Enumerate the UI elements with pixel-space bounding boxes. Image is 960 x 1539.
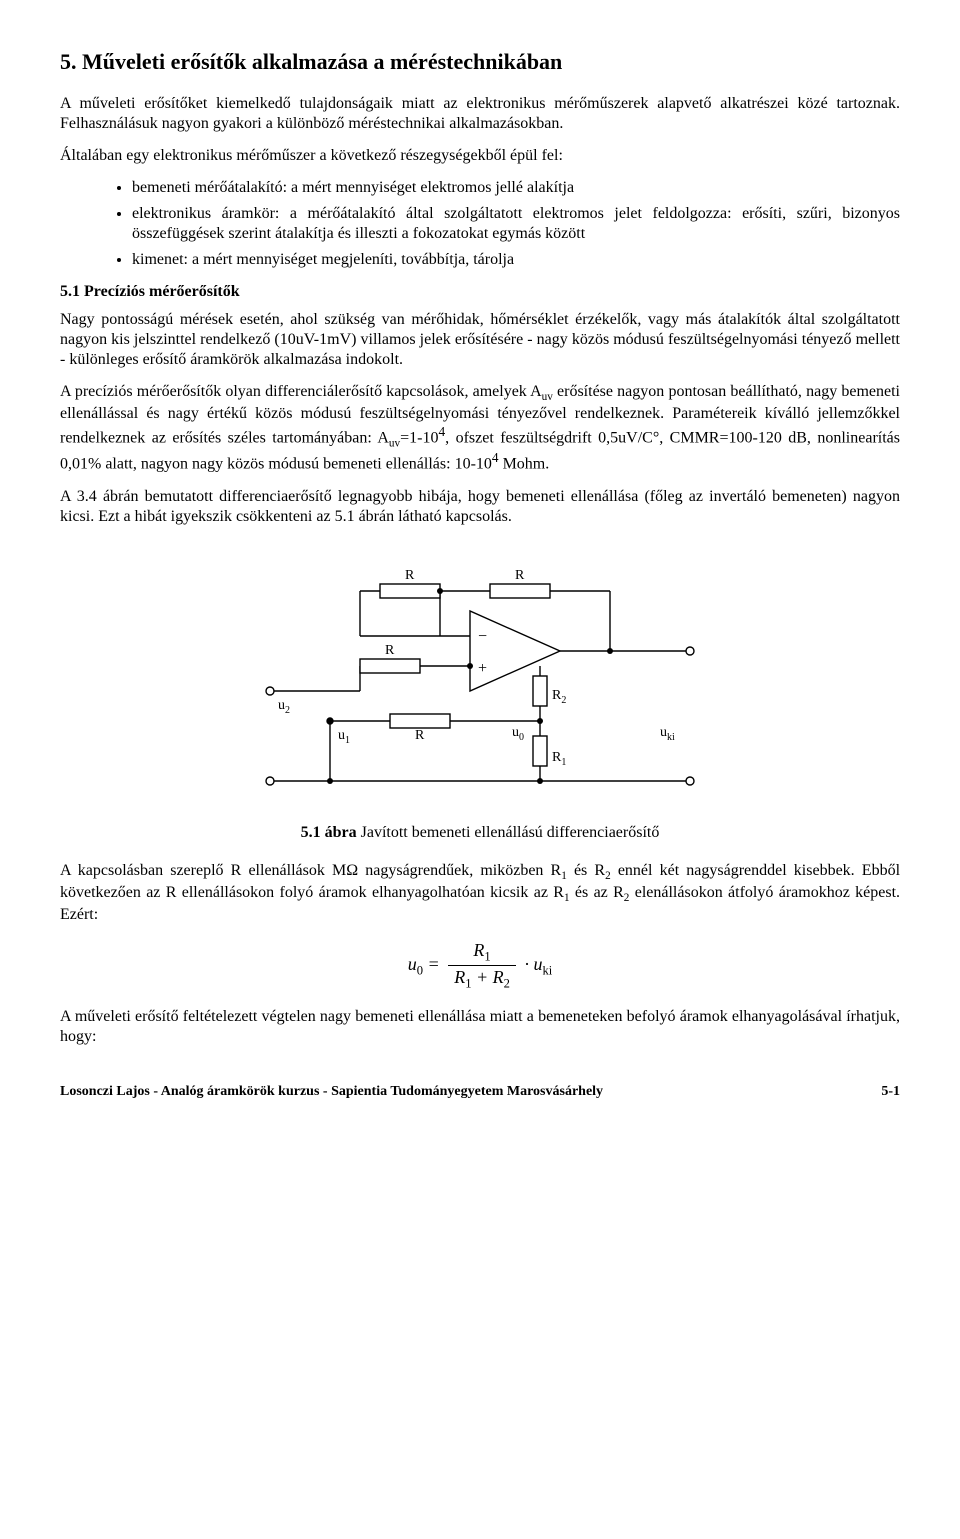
label-r1: R1 [552, 750, 566, 768]
figure-caption: 5.1 ábra Javított bemeneti ellenállású d… [301, 823, 660, 843]
opamp-minus: − [478, 628, 487, 645]
footer-left: Losonczi Lajos - Analóg áramkörök kurzus… [60, 1083, 603, 1101]
label-r2: R2 [552, 688, 566, 706]
section-heading: 5.1 Precíziós mérőerősítők [60, 282, 900, 302]
text-run: =1-10 [400, 429, 438, 446]
page-title: 5. Műveleti erősítők alkalmazása a mérés… [60, 48, 900, 76]
footer-page-number: 5-1 [881, 1083, 900, 1101]
label-u0: u0 [512, 725, 524, 743]
text-run: A precíziós mérőerősítők olyan differenc… [60, 383, 542, 400]
circuit-figure: R R R R R2 R1 u2 u1 u0 uki − + 5.1 ábra … [60, 551, 900, 843]
page-footer: Losonczi Lajos - Analóg áramkörök kurzus… [60, 1083, 900, 1101]
paragraph: A kapcsolásban szereplő R ellenállások M… [60, 861, 900, 925]
formula-rhs: uki [533, 954, 552, 974]
text-run: Mohm. [499, 456, 550, 473]
text-run: A kapcsolásban szereplő R ellenállások M… [60, 862, 561, 879]
list-item: elektronikus áramkör: a mérőátalakító ál… [132, 204, 900, 244]
label-r: R [515, 568, 525, 583]
paragraph: Nagy pontosságú mérések esetén, ahol szü… [60, 310, 900, 370]
label-u1: u1 [338, 728, 350, 746]
formula-lhs: u0 [408, 954, 423, 974]
caption-text: Javított bemeneti ellenállású differenci… [361, 824, 660, 841]
paragraph: A műveleti erősítő feltételezett végtele… [60, 1007, 900, 1047]
label-u2: u2 [278, 698, 290, 716]
paragraph: Általában egy elektronikus mérőműszer a … [60, 146, 900, 166]
paragraph: A műveleti erősítőket kiemelkedő tulajdo… [60, 94, 900, 134]
list-item: bemeneti mérőátalakító: a mért mennyiség… [132, 178, 900, 198]
list-item: kimenet: a mért mennyiséget megjeleníti,… [132, 250, 900, 270]
formula-fraction: R1 R1 + R2 [448, 939, 516, 993]
caption-number: 5.1 ábra [301, 824, 361, 841]
opamp-plus: + [478, 660, 487, 677]
paragraph: A precíziós mérőerősítők olyan differenc… [60, 382, 900, 475]
label-r: R [405, 568, 415, 583]
text-run: és az R [570, 884, 624, 901]
label-uki: uki [660, 725, 675, 743]
label-r: R [415, 728, 425, 743]
formula-equals: = [428, 954, 445, 974]
formula: u0 = R1 R1 + R2 · uki [60, 939, 900, 993]
paragraph: A 3.4 ábrán bemutatott differenciaerősít… [60, 487, 900, 527]
label-r: R [385, 643, 395, 658]
circuit-diagram: R R R R R2 R1 u2 u1 u0 uki − + [230, 551, 730, 811]
text-run: és R [567, 862, 605, 879]
bullet-list: bemeneti mérőátalakító: a mért mennyiség… [60, 178, 900, 270]
